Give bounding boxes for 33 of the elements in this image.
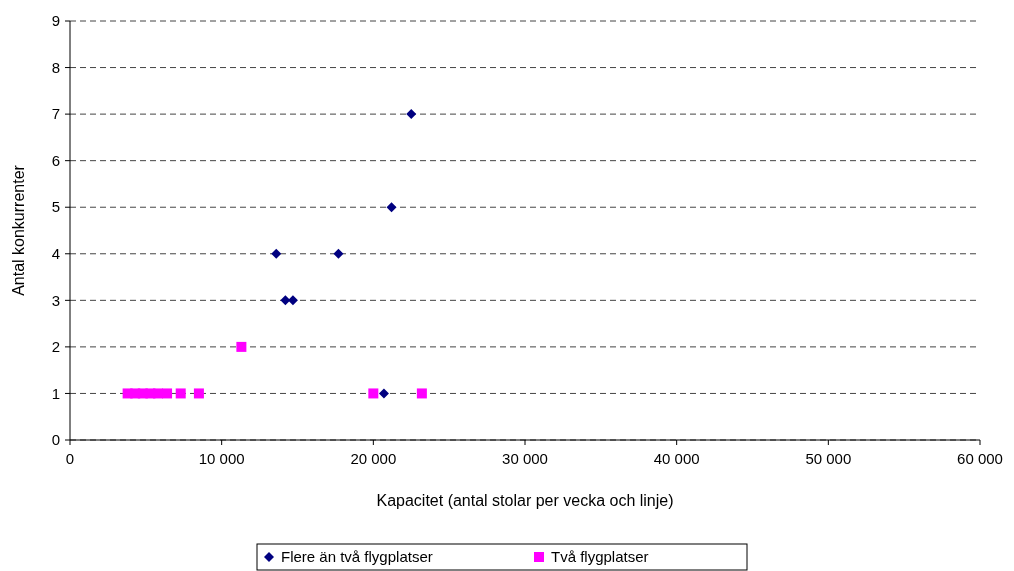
y-tick-label: 8 xyxy=(51,58,60,76)
y-axis-title: Antal konkurrenter xyxy=(10,164,27,296)
y-tick-label: 9 xyxy=(51,12,60,30)
y-tick-label: 7 xyxy=(51,105,60,123)
y-tick-label: 6 xyxy=(51,151,60,169)
x-tick-label: 10 000 xyxy=(198,450,245,467)
y-tick-label: 4 xyxy=(51,245,60,263)
x-tick-label: 30 000 xyxy=(502,450,548,467)
x-tick-label: 60 000 xyxy=(957,450,1003,467)
point xyxy=(406,109,417,120)
legend-label: Två flygplatser xyxy=(551,548,649,566)
point xyxy=(386,202,397,213)
y-tick-label: 3 xyxy=(51,291,60,309)
point xyxy=(368,388,379,399)
y-tick-label: 2 xyxy=(51,338,60,356)
y-tick-label: 0 xyxy=(51,431,60,449)
point xyxy=(175,388,186,399)
x-tick-label: 20 000 xyxy=(350,450,397,467)
legend-label: Flere än två flygplatser xyxy=(281,548,433,566)
x-tick-label: 0 xyxy=(65,450,75,467)
point xyxy=(378,388,389,399)
y-tick-label: 5 xyxy=(51,198,60,216)
point xyxy=(236,341,247,352)
x-tick-label: 40 000 xyxy=(653,450,700,467)
point xyxy=(280,295,291,306)
x-axis-title: Kapacitet (antal stolar per vecka och linje) xyxy=(376,492,674,509)
point xyxy=(162,388,173,399)
point xyxy=(271,248,282,259)
point xyxy=(333,248,344,259)
y-tick-label: 1 xyxy=(51,384,60,402)
point xyxy=(193,388,204,399)
x-tick-label: 50 000 xyxy=(805,450,852,467)
point xyxy=(416,388,427,399)
